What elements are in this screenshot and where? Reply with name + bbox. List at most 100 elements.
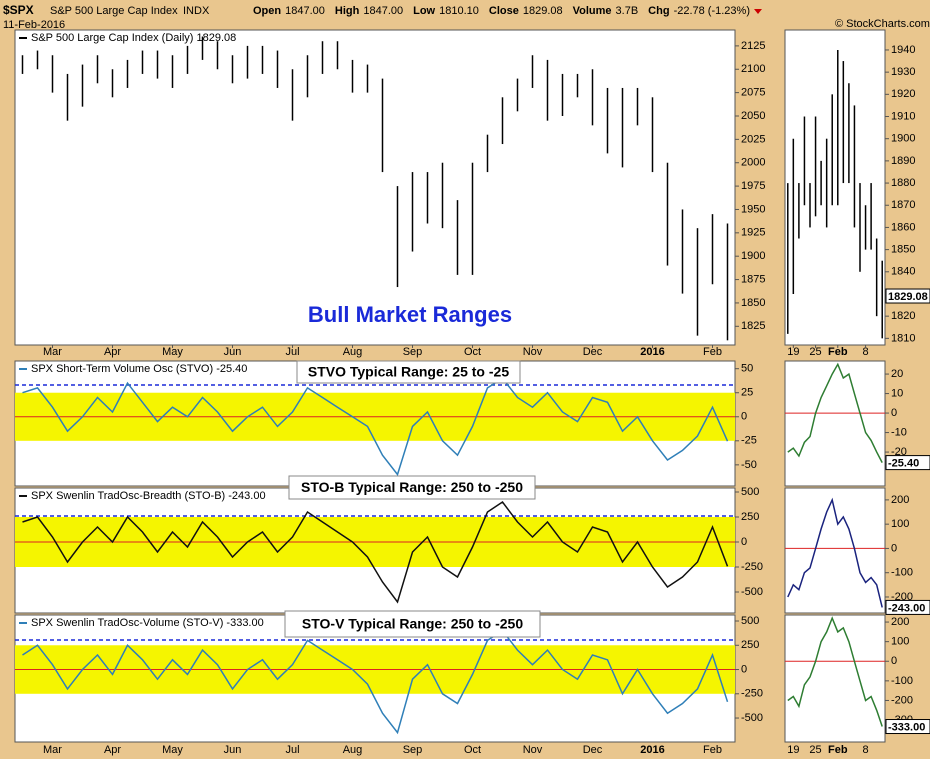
exchange: INDX [183,5,210,17]
stat-value: 1847.00 [363,5,403,17]
stat-value: 3.7B [616,5,639,17]
annotation-box [288,475,536,500]
y-tick-label: 0 [891,407,897,419]
y-tick-label: 1850 [741,297,765,309]
y-tick-label: 25 [741,387,753,399]
value-label-box [885,288,930,304]
y-tick-label: -100 [891,567,913,579]
x-tick-label: 2016 [640,744,664,756]
y-tick-label: 2125 [741,40,765,52]
stat-label: Chg [648,5,669,17]
x-tick-label: 8 [862,744,868,756]
y-tick-label: 0 [891,542,897,554]
x-tick-label: 25 [809,346,821,358]
y-tick-label: 1825 [741,320,765,332]
x-tick-label: 2016 [640,346,664,358]
x-tick-label: Aug [343,744,363,756]
indicator-line [787,362,883,463]
y-tick-label: -250 [741,561,763,573]
y-tick-label: 1910 [891,110,915,122]
stat-value: 1829.08 [523,5,563,17]
indicator-line [22,377,729,477]
x-tick-label: Dec [583,744,603,756]
indicator-line [787,616,883,727]
x-tick-label: Jul [285,346,299,358]
x-tick-label: May [162,744,183,756]
stat-label: Low [413,5,435,17]
x-tick-label: Oct [464,346,481,358]
y-tick-label: 1950 [741,203,765,215]
x-tick-label: Dec [583,346,603,358]
value-label: 1829.08 [888,291,928,303]
x-tick-label: 19 [787,744,799,756]
y-tick-label: 1875 [741,273,765,285]
y-tick-label: -100 [891,675,913,687]
y-tick-label: 0 [741,663,747,675]
stat-value: 1810.10 [439,5,479,17]
y-tick-label: 2100 [741,63,765,75]
y-tick-label: 0 [891,655,897,667]
x-tick-label: Feb [703,744,722,756]
y-tick-label: 1850 [891,244,915,256]
y-tick-label: 1925 [741,227,765,239]
y-tick-label: 500 [741,615,759,627]
x-tick-label: 19 [787,346,799,358]
x-tick-label: Feb [703,346,722,358]
stat-label: Open [253,5,281,17]
value-label-box [885,599,930,615]
indicator-line [22,500,729,604]
y-tick-label: -200 [891,694,913,706]
symbol: $SPX [3,3,34,17]
legend: SPX Swenlin TradOsc-Breadth (STO-B) -243… [31,490,266,502]
panel [14,29,736,346]
panel [784,487,886,614]
y-tick-label: 0 [741,536,747,548]
y-tick-label: -10 [891,426,907,438]
stat-value: -22.78 (-1.23%) [674,5,750,17]
x-tick-label: 25 [809,744,821,756]
annotation: Bull Market Ranges [308,302,512,327]
legend: SPX Short-Term Volume Osc (STVO) -25.40 [31,363,247,375]
y-tick-label: 0 [741,411,747,423]
x-tick-label: Oct [464,744,481,756]
x-tick-label: Mar [43,346,62,358]
x-tick-label: Jun [224,744,242,756]
y-tick-label: -500 [741,712,763,724]
y-tick-label: 1940 [891,44,915,56]
x-tick-label: Sep [403,346,423,358]
y-tick-label: 10 [891,387,903,399]
y-tick-label: 100 [891,518,909,530]
value-label: -25.40 [888,458,919,470]
y-tick-label: -500 [741,586,763,598]
annotation-box [284,610,541,638]
x-tick-label: Aug [343,346,363,358]
indicator-line [787,497,883,608]
y-tick-label: 2050 [741,110,765,122]
stat-value: 1847.00 [285,5,325,17]
annotation: STVO Typical Range: 25 to -25 [308,364,509,380]
stat-label: High [335,5,360,17]
x-tick-label: Mar [43,744,62,756]
x-tick-label: Sep [403,744,423,756]
legend: S&P 500 Large Cap Index (Daily) 1829.08 [31,32,236,44]
y-tick-label: 1870 [891,199,915,211]
y-tick-label: -25 [741,435,757,447]
y-tick-label: -50 [741,459,757,471]
indicator-line [22,629,729,735]
x-tick-label: 8 [862,346,868,358]
value-label: -243.00 [888,602,925,614]
x-tick-label: Nov [523,346,543,358]
y-tick-label: 1860 [891,221,915,233]
y-tick-label: -250 [741,688,763,700]
value-label-box [885,455,930,471]
value-label-box [885,719,930,735]
y-tick-label: 250 [741,639,759,651]
legend: SPX Swenlin TradOsc-Volume (STO-V) -333.… [31,617,264,629]
y-tick-label: 100 [891,636,909,648]
annotation-box [296,360,521,384]
x-tick-label: Apr [104,744,121,756]
y-tick-label: 250 [741,511,759,523]
x-tick-label: Feb [828,346,848,358]
stat-label: Close [489,5,519,17]
stat-label: Volume [573,5,612,17]
